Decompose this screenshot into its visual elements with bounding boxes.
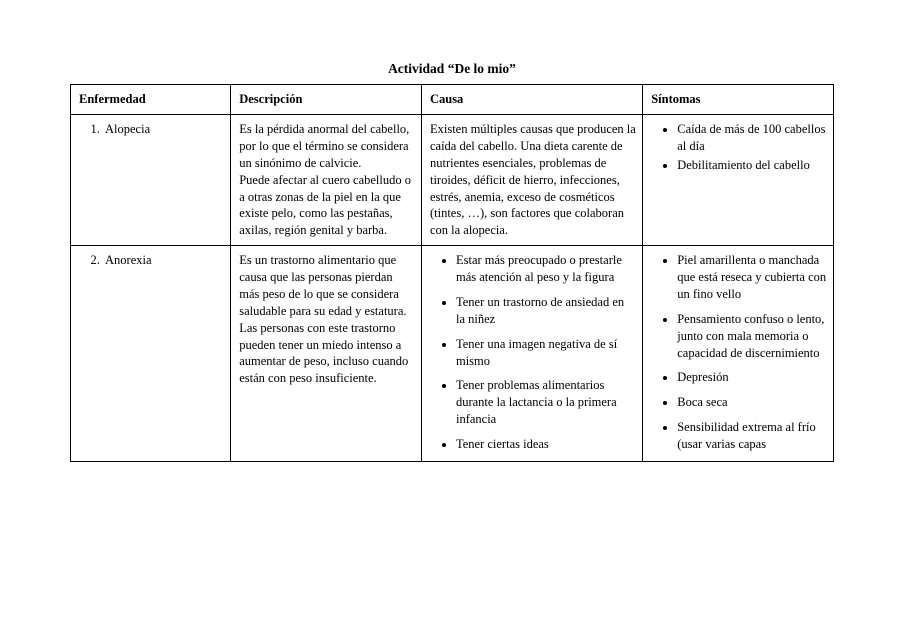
table-header-row: Enfermedad Descripción Causa Síntomas	[71, 85, 834, 115]
table-row: Anorexia Es un trastorno alimentario que…	[71, 246, 834, 462]
cause-text: Existen múltiples causas que producen la…	[430, 122, 636, 237]
disease-name: Anorexia	[103, 252, 224, 269]
description-text: Es un trastorno alimentario que causa qu…	[239, 253, 408, 385]
cause-item: Tener problemas alimentarios durante la …	[456, 377, 636, 428]
page-title: Actividad “De lo mio”	[70, 60, 834, 78]
cause-item: Tener ciertas ideas	[456, 436, 636, 453]
symptom-item: Caída de más de 100 cabellos al día	[677, 121, 827, 155]
disease-table: Enfermedad Descripción Causa Síntomas Al…	[70, 84, 834, 462]
cell-descripcion: Es la pérdida anormal del cabello, por l…	[231, 115, 422, 246]
symptom-item: Piel amarillenta o manchada que está res…	[677, 252, 827, 303]
symptom-item: Boca seca	[677, 394, 827, 411]
cell-enfermedad: Anorexia	[71, 246, 231, 462]
cell-causa: Estar más preocupado o prestarle más ate…	[421, 246, 642, 462]
symptom-item: Sensibilidad extrema al frío (usar varia…	[677, 419, 827, 453]
symptom-item: Depresión	[677, 369, 827, 386]
cell-descripcion: Es un trastorno alimentario que causa qu…	[231, 246, 422, 462]
cell-sintomas: Piel amarillenta o manchada que está res…	[643, 246, 834, 462]
cell-causa: Existen múltiples causas que producen la…	[421, 115, 642, 246]
cause-item: Estar más preocupado o prestarle más ate…	[456, 252, 636, 286]
description-text: Puede afectar al cuero cabelludo o a otr…	[239, 172, 415, 240]
cause-item: Tener un trastorno de ansiedad en la niñ…	[456, 294, 636, 328]
symptom-item: Pensamiento confuso o lento, junto con m…	[677, 311, 827, 362]
table-row: Alopecia Es la pérdida anormal del cabel…	[71, 115, 834, 246]
col-header-descripcion: Descripción	[231, 85, 422, 115]
cell-enfermedad: Alopecia	[71, 115, 231, 246]
cause-item: Tener una imagen negativa de sí mismo	[456, 336, 636, 370]
col-header-enfermedad: Enfermedad	[71, 85, 231, 115]
col-header-causa: Causa	[421, 85, 642, 115]
description-text: Es la pérdida anormal del cabello, por l…	[239, 121, 415, 172]
disease-name: Alopecia	[103, 121, 224, 138]
col-header-sintomas: Síntomas	[643, 85, 834, 115]
symptom-item: Debilitamiento del cabello	[677, 157, 827, 174]
cell-sintomas: Caída de más de 100 cabellos al día Debi…	[643, 115, 834, 246]
